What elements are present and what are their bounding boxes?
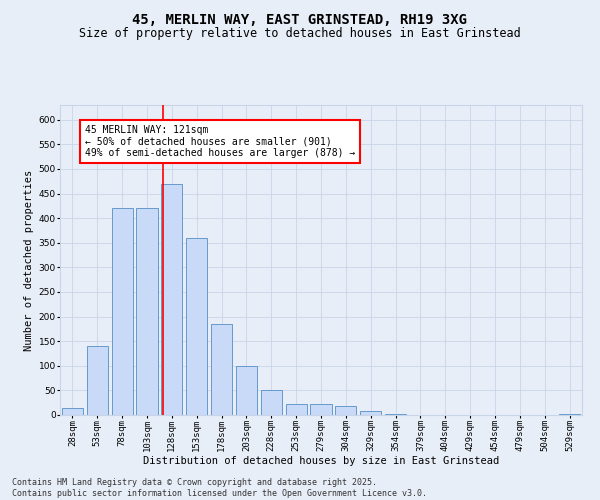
Bar <box>310 404 332 415</box>
Bar <box>112 208 133 415</box>
Bar <box>261 390 282 415</box>
Bar <box>236 366 257 415</box>
Bar <box>385 414 406 415</box>
Bar <box>62 408 83 415</box>
Bar <box>335 406 356 415</box>
Bar <box>161 184 182 415</box>
Text: Contains HM Land Registry data © Crown copyright and database right 2025.
Contai: Contains HM Land Registry data © Crown c… <box>12 478 427 498</box>
Bar <box>87 346 108 415</box>
Bar <box>559 414 580 415</box>
Bar <box>211 324 232 415</box>
Bar <box>286 404 307 415</box>
Bar <box>360 411 381 415</box>
X-axis label: Distribution of detached houses by size in East Grinstead: Distribution of detached houses by size … <box>143 456 499 466</box>
Bar <box>186 238 207 415</box>
Bar <box>136 208 158 415</box>
Text: 45 MERLIN WAY: 121sqm
← 50% of detached houses are smaller (901)
49% of semi-det: 45 MERLIN WAY: 121sqm ← 50% of detached … <box>85 124 355 158</box>
Text: 45, MERLIN WAY, EAST GRINSTEAD, RH19 3XG: 45, MERLIN WAY, EAST GRINSTEAD, RH19 3XG <box>133 12 467 26</box>
Text: Size of property relative to detached houses in East Grinstead: Size of property relative to detached ho… <box>79 28 521 40</box>
Y-axis label: Number of detached properties: Number of detached properties <box>25 170 34 350</box>
